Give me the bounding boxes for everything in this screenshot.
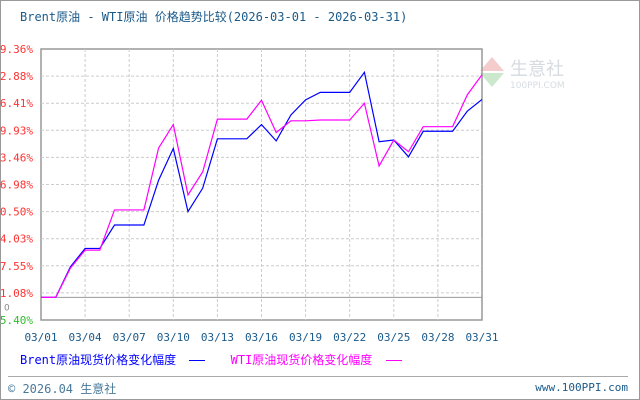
x-tick-label: 03/01 bbox=[24, 331, 57, 344]
x-tick-label: 03/22 bbox=[333, 331, 366, 344]
y-tick-label: 7.55% bbox=[0, 260, 33, 273]
svg-text:100PPI.COM: 100PPI.COM bbox=[510, 81, 565, 91]
zero-label: 0 bbox=[4, 303, 10, 313]
y-tick-label: 20.50% bbox=[0, 206, 33, 219]
watermark-logo: 生意社 100PPI.COM bbox=[480, 55, 620, 99]
x-tick-label: 03/16 bbox=[245, 331, 278, 344]
svg-text:生意社: 生意社 bbox=[510, 59, 564, 80]
legend-brent-swatch bbox=[189, 360, 206, 361]
x-tick-label: 03/25 bbox=[377, 331, 410, 344]
chart-title: Brent原油 - WTI原油 价格趋势比较(2026-03-01 - 2026… bbox=[20, 10, 408, 24]
legend: Brent原油现货价格变化幅度 WTI原油现货价格变化幅度 bbox=[20, 351, 402, 368]
y-tick-label: 59.36% bbox=[0, 43, 33, 56]
legend-wti-swatch bbox=[385, 360, 402, 361]
x-tick-label: 03/07 bbox=[113, 331, 146, 344]
x-tick-label: 03/10 bbox=[157, 331, 190, 344]
y-tick-label: -5.40% bbox=[0, 314, 33, 327]
y-tick-label: 26.98% bbox=[0, 179, 33, 192]
x-tick-label: 03/28 bbox=[421, 331, 454, 344]
y-tick-label: 52.88% bbox=[0, 70, 33, 83]
y-tick-label: 33.46% bbox=[0, 151, 33, 164]
x-tick-label: 03/13 bbox=[201, 331, 234, 344]
legend-wti-label: WTI原油现货价格变化幅度 bbox=[230, 353, 373, 367]
x-tick-label: 03/04 bbox=[69, 331, 102, 344]
footer-divider bbox=[8, 376, 628, 377]
copyright: © 2026.04 生意社 bbox=[8, 382, 117, 396]
y-tick-label: 14.03% bbox=[0, 233, 33, 246]
legend-brent-label: Brent原油现货价格变化幅度 bbox=[20, 353, 177, 367]
y-tick-label: 39.93% bbox=[0, 124, 33, 137]
y-tick-label: 46.41% bbox=[0, 97, 33, 110]
x-tick-label: 03/31 bbox=[465, 331, 498, 344]
site-link[interactable]: www.100PPI.com bbox=[535, 381, 628, 394]
y-tick-label: 1.08% bbox=[0, 287, 33, 300]
x-tick-label: 03/19 bbox=[289, 331, 322, 344]
